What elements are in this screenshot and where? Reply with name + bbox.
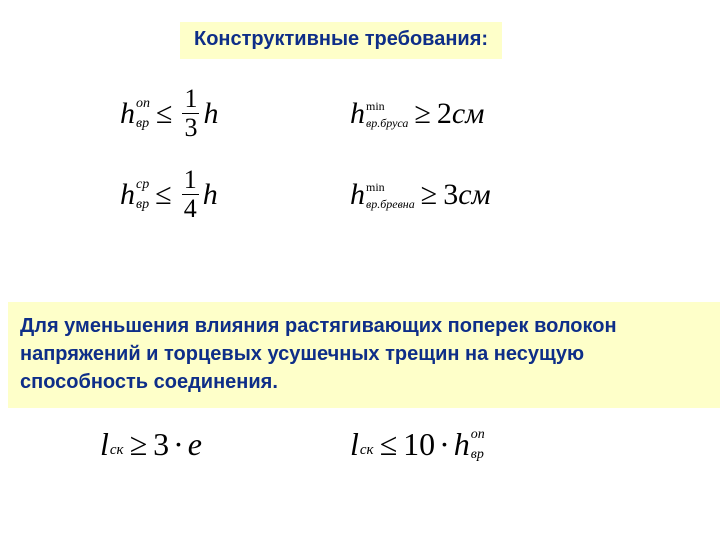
fraction: 1 4 (182, 167, 199, 222)
mult: · (173, 426, 184, 463)
var: h (120, 178, 135, 212)
var: h (350, 97, 365, 131)
slide: { "colors": { "highlight_bg": "#feffc9",… (0, 0, 720, 540)
title-box: Конструктивные требования: (180, 22, 502, 59)
rhs-unit: см (458, 178, 490, 212)
relation: ≥ (421, 178, 437, 212)
var: h (350, 178, 365, 212)
equation-1-left: h оп вр ≤ 1 3 h (120, 86, 350, 141)
sub: ск (360, 442, 374, 459)
tail-var: h (454, 426, 470, 463)
tail-subsup: оп вр (471, 432, 485, 460)
title-text: Конструктивные требования: (194, 28, 488, 50)
var: l (100, 426, 109, 463)
equation-bottom-right: l ск ≤ 10 · h оп вр (350, 426, 640, 463)
relation: ≤ (155, 178, 171, 212)
equation-bottom-left: l ск ≥ 3 · e (100, 426, 350, 463)
rhs-num: 3 (443, 178, 458, 212)
equations-top: h оп вр ≤ 1 3 h h min (120, 68, 640, 248)
rhs-num: 2 (437, 97, 452, 131)
fraction: 1 3 (182, 86, 199, 141)
relation: ≤ (156, 97, 172, 131)
relation: ≤ (380, 426, 398, 463)
mult: · (439, 426, 450, 463)
equation-2-right: h min вр.бревна ≥ 3 см (350, 178, 640, 212)
coef: 10 (403, 426, 435, 463)
relation: ≥ (414, 97, 430, 131)
equations-bottom: l ск ≥ 3 · e l ск ≤ 10 · h оп вр (100, 426, 640, 463)
equation-2-left: h ср вр ≤ 1 4 h (120, 167, 350, 222)
rhs-unit: см (452, 97, 484, 131)
subsup: min вр.бруса (366, 103, 408, 127)
sub: ск (110, 442, 124, 459)
tail: e (188, 426, 202, 463)
tail: h (203, 97, 218, 131)
note-text: Для уменьшения влияния растягивающих поп… (20, 315, 617, 393)
equation-row-1: h оп вр ≤ 1 3 h h min (120, 86, 640, 141)
var: l (350, 426, 359, 463)
subsup: оп вр (136, 101, 150, 129)
var: h (120, 97, 135, 131)
equation-row-2: h ср вр ≤ 1 4 h h min (120, 167, 640, 222)
subsup: min вр.бревна (366, 184, 415, 208)
tail: h (203, 178, 218, 212)
subsup: ср вр (136, 182, 149, 210)
relation: ≥ (130, 426, 148, 463)
equation-1-right: h min вр.бруса ≥ 2 см (350, 97, 640, 131)
coef: 3 (153, 426, 169, 463)
note-box: Для уменьшения влияния растягивающих поп… (8, 302, 720, 408)
